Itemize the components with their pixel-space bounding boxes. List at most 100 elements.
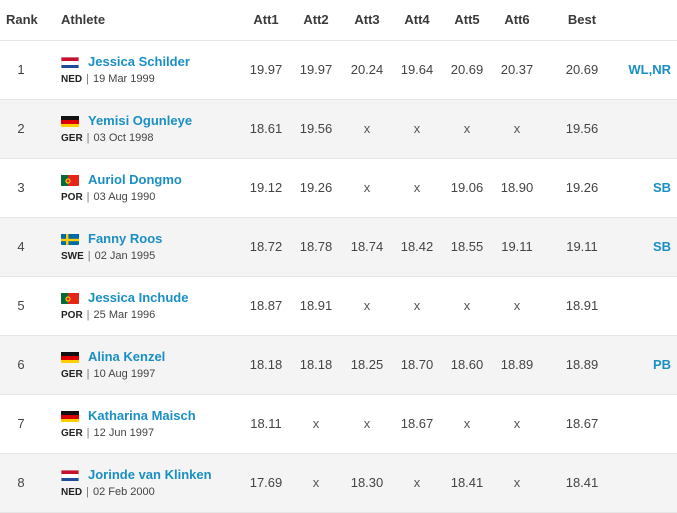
attempt-6-cell: x <box>513 475 521 490</box>
header-best: Best <box>567 12 597 27</box>
attempt-5-cell: 18.41 <box>450 475 484 490</box>
athlete-cell: Jorinde van Klinken NED | 02 Feb 2000 <box>61 466 212 498</box>
athlete-name-link[interactable]: Fanny Roos <box>88 231 163 246</box>
attempt-6-cell: 20.37 <box>500 62 534 77</box>
rank-cell: 4 <box>17 239 25 254</box>
attempt-4-cell: x <box>413 180 421 195</box>
attempt-2-cell: x <box>312 475 320 490</box>
attempt-5-cell: x <box>463 121 471 136</box>
record-badge: WL,NR <box>628 62 671 77</box>
attempt-4-cell: 19.64 <box>400 62 434 77</box>
attempt-3-cell: x <box>363 298 371 313</box>
attempt-2-cell: 18.91 <box>299 298 333 313</box>
separator: | <box>86 486 89 498</box>
best-cell: 18.67 <box>565 416 599 431</box>
date-of-birth: 12 Jun 1997 <box>93 427 155 439</box>
attempt-4-cell: x <box>413 298 421 313</box>
athlete-name-link[interactable]: Alina Kenzel <box>88 349 166 364</box>
attempt-5-cell: 18.60 <box>450 357 484 372</box>
rank-cell: 2 <box>17 121 25 136</box>
attempt-1-cell: 18.72 <box>249 239 283 254</box>
athlete-name-link[interactable]: Auriol Dongmo <box>88 172 182 187</box>
separator: | <box>86 73 89 85</box>
germany-flag-icon <box>61 410 79 422</box>
attempt-6-cell: 18.89 <box>500 357 534 372</box>
table-row: 2 Yemisi Ogunleye GER | 03 Oct 1998 18.6… <box>0 100 677 159</box>
attempt-2-cell: 18.18 <box>299 357 333 372</box>
rank-cell: 8 <box>17 475 25 490</box>
germany-flag-icon <box>61 115 79 127</box>
sweden-flag-icon <box>61 233 79 245</box>
best-cell: 19.26 <box>565 180 599 195</box>
netherlands-flag-icon <box>61 56 79 68</box>
athlete-cell: Yemisi Ogunleye GER | 03 Oct 1998 <box>61 112 192 144</box>
attempt-3-cell: 18.74 <box>350 239 384 254</box>
record-badge: SB <box>652 180 671 195</box>
date-of-birth: 02 Feb 2000 <box>92 486 155 498</box>
country-code: GER <box>61 132 83 144</box>
athlete-name-link[interactable]: Jessica Schilder <box>88 54 190 69</box>
header-rank: Rank <box>6 12 38 27</box>
rank-cell: 7 <box>17 416 25 431</box>
attempt-6-cell: x <box>513 416 521 431</box>
record-badge: PB <box>652 357 671 372</box>
attempt-2-cell: 18.78 <box>299 239 333 254</box>
athlete-cell: Alina Kenzel GER | 10 Aug 1997 <box>61 348 165 380</box>
attempt-3-cell: x <box>363 121 371 136</box>
date-of-birth: 10 Aug 1997 <box>93 368 156 380</box>
table-row: 1 Jessica Schilder NED | 19 Mar 1999 19.… <box>0 41 677 100</box>
separator: | <box>86 309 90 321</box>
athlete-cell: Fanny Roos SWE | 02 Jan 1995 <box>61 230 162 262</box>
attempt-6-cell: x <box>513 298 521 313</box>
athlete-name-link[interactable]: Yemisi Ogunleye <box>88 113 193 128</box>
record-badge: SB <box>652 239 671 254</box>
attempt-5-cell: 20.69 <box>450 62 484 77</box>
attempt-4-cell: 18.70 <box>400 357 434 372</box>
separator: | <box>86 368 90 380</box>
header-att5: Att5 <box>454 12 480 27</box>
attempt-2-cell: x <box>312 416 320 431</box>
netherlands-flag-icon <box>61 469 79 481</box>
athlete-name-link[interactable]: Katharina Maisch <box>88 408 196 423</box>
separator: | <box>87 250 91 262</box>
rank-cell: 5 <box>17 298 25 313</box>
athlete-cell: Katharina Maisch GER | 12 Jun 1997 <box>61 407 196 439</box>
best-cell: 20.69 <box>565 62 599 77</box>
table-row: 5 Jessica Inchude POR | 25 Mar 1996 18.8… <box>0 277 677 336</box>
header-att3: Att3 <box>354 12 380 27</box>
athlete-cell: Auriol Dongmo POR | 03 Aug 1990 <box>61 171 182 203</box>
attempt-3-cell: 20.24 <box>350 62 384 77</box>
attempt-1-cell: 19.12 <box>249 180 283 195</box>
attempt-2-cell: 19.26 <box>299 180 333 195</box>
athlete-cell: Jessica Inchude POR | 25 Mar 1996 <box>61 289 188 321</box>
attempt-3-cell: 18.25 <box>350 357 384 372</box>
date-of-birth: 03 Aug 1990 <box>93 191 156 203</box>
date-of-birth: 19 Mar 1999 <box>92 73 155 85</box>
attempt-4-cell: 18.67 <box>400 416 434 431</box>
athlete-cell: Jessica Schilder NED | 19 Mar 1999 <box>61 53 190 85</box>
attempt-3-cell: x <box>363 180 371 195</box>
country-code: POR <box>61 191 83 203</box>
attempt-6-cell: 18.90 <box>500 180 534 195</box>
table-row: 4 Fanny Roos SWE | 02 Jan 1995 18.72 18.7… <box>0 218 677 277</box>
attempt-2-cell: 19.56 <box>299 121 333 136</box>
table-row: 6 Alina Kenzel GER | 10 Aug 1997 18.18 18… <box>0 336 677 395</box>
attempt-1-cell: 18.61 <box>249 121 283 136</box>
table-row: 7 Katharina Maisch GER | 12 Jun 1997 18.… <box>0 395 677 454</box>
best-cell: 19.11 <box>566 239 598 254</box>
athlete-name-link[interactable]: Jessica Inchude <box>88 290 189 305</box>
best-cell: 19.56 <box>565 121 599 136</box>
country-code: GER <box>61 368 83 380</box>
attempt-5-cell: 19.06 <box>450 180 484 195</box>
separator: | <box>86 427 90 439</box>
table-row: 8 Jorinde van Klinken NED | 02 Feb 2000 … <box>0 454 677 513</box>
germany-flag-icon <box>61 351 79 363</box>
athlete-name-link[interactable]: Jorinde van Klinken <box>88 467 212 482</box>
rank-cell: 1 <box>17 62 25 77</box>
header-att6: Att6 <box>504 12 530 27</box>
attempt-5-cell: x <box>463 416 471 431</box>
best-cell: 18.91 <box>565 298 599 313</box>
header-athlete: Athlete <box>61 12 106 27</box>
country-code: NED <box>61 73 83 85</box>
rank-cell: 3 <box>17 180 25 195</box>
